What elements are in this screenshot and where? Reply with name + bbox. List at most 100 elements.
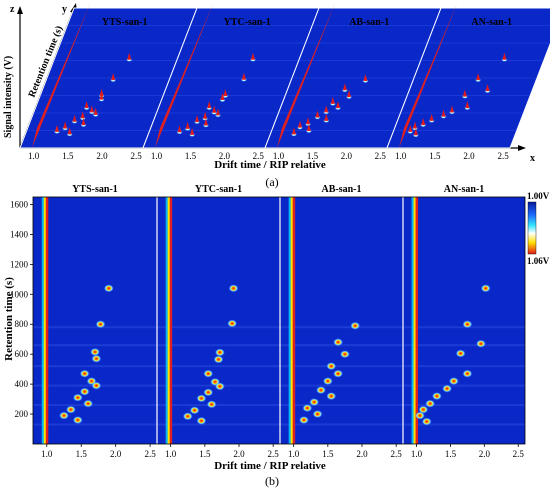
- peak-spike: [220, 93, 225, 101]
- peak-spot: [420, 406, 427, 413]
- heatmap-panel-ab-san-1: AB-san-1: [279, 184, 403, 444]
- peak-spot: [464, 370, 471, 377]
- x-tick-label: 1.5: [199, 449, 211, 459]
- rip-wall: [32, 4, 90, 148]
- peak-spot: [198, 417, 205, 424]
- peak-spike: [207, 101, 212, 109]
- peak-spot: [310, 399, 318, 405]
- x-tick-label: 1.5: [76, 449, 88, 459]
- peak-spike: [330, 96, 335, 104]
- peak-spot: [216, 383, 224, 390]
- rip-wall: [155, 4, 213, 148]
- heatmap-band: [280, 365, 403, 368]
- peak-spike: [195, 115, 200, 123]
- heatmap-band: [157, 344, 280, 347]
- rip-edge: [413, 197, 417, 444]
- heatmap-background: [403, 197, 525, 444]
- colorbar-gradient: [527, 201, 537, 255]
- peak-spike: [81, 118, 86, 126]
- y-tick-label: 800: [15, 319, 29, 329]
- y-tick-label: 1600: [10, 199, 29, 209]
- rip-line: [169, 197, 173, 444]
- heatmap-title: YTS-san-1: [72, 184, 118, 195]
- x-tick-label: 2.0: [463, 151, 475, 161]
- rip-halo: [288, 197, 292, 444]
- heatmap-band: [403, 423, 525, 426]
- peak-spot: [426, 400, 434, 407]
- y-tick-label: 1400: [10, 229, 29, 239]
- peak-spot: [215, 356, 222, 363]
- peak-spot: [60, 412, 68, 419]
- peak-spot: [191, 407, 198, 414]
- peak-spike: [413, 121, 418, 129]
- colorbar-max-label: 1.00V: [527, 191, 550, 201]
- peak-spot: [205, 370, 212, 377]
- peak-spike: [241, 72, 246, 80]
- heatmap-band: [403, 365, 525, 368]
- peak-spot: [324, 378, 332, 384]
- heatmap-band: [403, 326, 525, 329]
- peak-spot: [464, 321, 471, 328]
- peak-spike: [306, 124, 311, 132]
- peak-spike: [324, 105, 329, 113]
- x-tick-label: 2.0: [479, 449, 491, 459]
- peak-spike: [342, 83, 347, 91]
- panel-b: Retention time (s) 200 400 600 800 1000 1200 1…: [3, 184, 550, 488]
- x-tick-label: 2.5: [253, 151, 265, 161]
- peak-spot: [482, 285, 489, 292]
- x-tick-label: 1.5: [429, 151, 441, 161]
- peak-spike: [502, 52, 507, 60]
- heatmap-band: [403, 404, 525, 407]
- peak-spike: [177, 125, 182, 133]
- x-tick-label: 1.5: [307, 151, 319, 161]
- peak-spike: [250, 52, 255, 60]
- panel-a-x-ticks: 1.0 1.5 2.0 2.5 1.0 1.5 2.0 2.5 1.0 1.5 2.0 2.5 1.0 1…: [28, 151, 509, 161]
- peak-spot: [81, 388, 88, 395]
- peak-spike: [413, 128, 418, 136]
- x-tick-label: 1.0: [165, 449, 177, 459]
- x-tick-label: 2.5: [268, 449, 280, 459]
- peak-spot: [91, 349, 99, 355]
- rip-line: [45, 197, 49, 444]
- x-tick-label: 2.5: [131, 151, 143, 161]
- y-tick-label: 1000: [10, 289, 29, 299]
- x-tick-label: 2.0: [219, 151, 231, 161]
- x-tick-label: 1.0: [273, 151, 285, 161]
- peak-spot: [228, 320, 236, 327]
- heatmap-band: [33, 344, 157, 347]
- peak-spot: [477, 340, 485, 347]
- plane-title: YTS-san-1: [102, 17, 148, 28]
- peak-spot: [300, 417, 308, 423]
- peak-spot: [74, 394, 81, 401]
- heatmap-band: [33, 365, 157, 368]
- peak-spot: [317, 387, 325, 393]
- heatmap-band: [157, 404, 280, 407]
- x-tick-label: 1.0: [395, 151, 407, 161]
- peak-spot: [304, 405, 311, 411]
- peak-spot: [93, 382, 100, 389]
- panel-a-z-letter: z: [10, 4, 15, 15]
- x-tick-label: 1.0: [288, 449, 300, 459]
- x-tick-label: 2.0: [341, 151, 353, 161]
- peak-spot: [97, 321, 104, 328]
- panel-b-y-label: Retention time (s): [3, 277, 15, 361]
- peak-spike: [408, 124, 413, 132]
- rip-halo: [411, 197, 415, 444]
- peak-spike: [99, 92, 104, 100]
- plane-ytc-san-1: YTC-san-1: [142, 4, 320, 149]
- peak-spot: [216, 349, 224, 356]
- peak-spike: [203, 118, 208, 126]
- heatmap-band: [280, 326, 403, 329]
- heatmap-panel-ytc-san-1: YTC-san-1: [156, 184, 280, 444]
- plane-ab-san-1: AB-san-1: [264, 4, 442, 149]
- plane-title: AN-san-1: [471, 17, 512, 28]
- peak-spot: [443, 385, 451, 392]
- panel-a: z Signal intensity (V) y Retention time …: [3, 3, 550, 189]
- rip-halo: [165, 197, 169, 444]
- rip-wall: [399, 4, 457, 148]
- peak-spot: [341, 351, 349, 357]
- x-tick-label: 1.5: [445, 449, 457, 459]
- plane-yts-san-1: YTS-san-1: [19, 4, 198, 149]
- peak-spot: [334, 370, 342, 377]
- peak-spot: [328, 393, 335, 399]
